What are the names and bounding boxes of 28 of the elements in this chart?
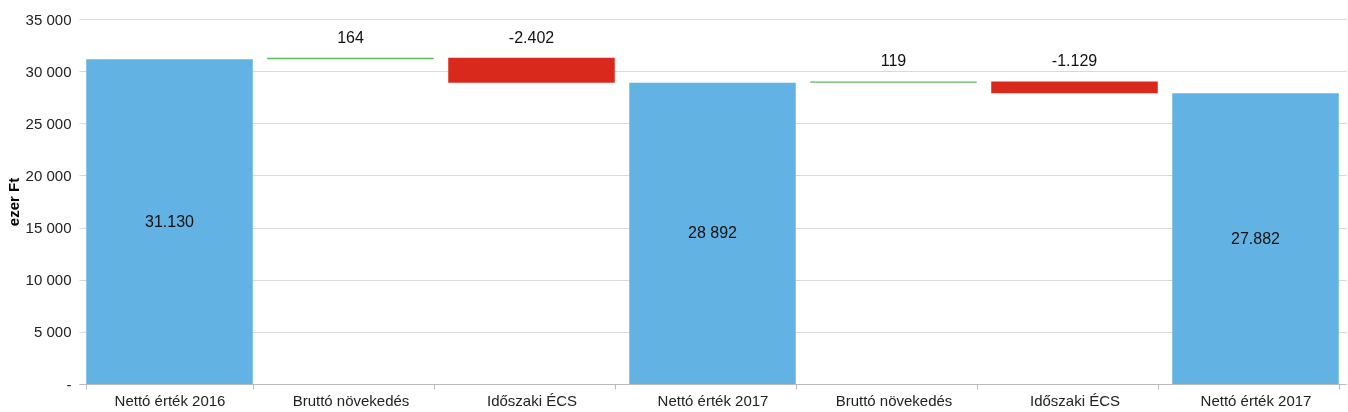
data-label: -2.402 — [508, 28, 555, 46]
x-tick-label: Bruttó növekedés — [292, 391, 410, 409]
y-tick-label: 25 000 — [25, 114, 72, 132]
bar — [629, 82, 796, 384]
bar — [86, 59, 253, 384]
x-tick-label: Nettó érték 2017 — [1200, 391, 1312, 409]
x-tick-label: Időszaki ÉCS — [486, 391, 578, 409]
x-tick-label: Bruttó növekedés — [835, 391, 953, 409]
data-label: 31.130 — [145, 212, 195, 230]
x-tick-label: Nettó érték 2016 — [114, 391, 226, 409]
y-tick-label: 5 000 — [33, 323, 72, 341]
y-tick-label: 30 000 — [25, 62, 72, 80]
y-tick-label: 20 000 — [25, 166, 72, 184]
x-tick-label: Nettó érték 2017 — [657, 391, 769, 409]
data-label: 28 892 — [688, 224, 738, 242]
y-tick-label: - — [66, 375, 72, 393]
data-label: 119 — [880, 52, 907, 70]
data-label: 27.882 — [1231, 229, 1281, 247]
bar — [448, 57, 615, 83]
y-tick-label: 15 000 — [25, 219, 72, 237]
bar — [1172, 93, 1339, 384]
data-label: 164 — [337, 28, 364, 46]
y-axis-title: ezer Ft — [4, 177, 22, 227]
data-label: -1.129 — [1051, 52, 1098, 70]
bar — [991, 81, 1158, 94]
y-tick-label: 10 000 — [25, 271, 72, 289]
y-tick-label: 35 000 — [25, 10, 72, 28]
x-tick-label: Időszaki ÉCS — [1029, 391, 1121, 409]
